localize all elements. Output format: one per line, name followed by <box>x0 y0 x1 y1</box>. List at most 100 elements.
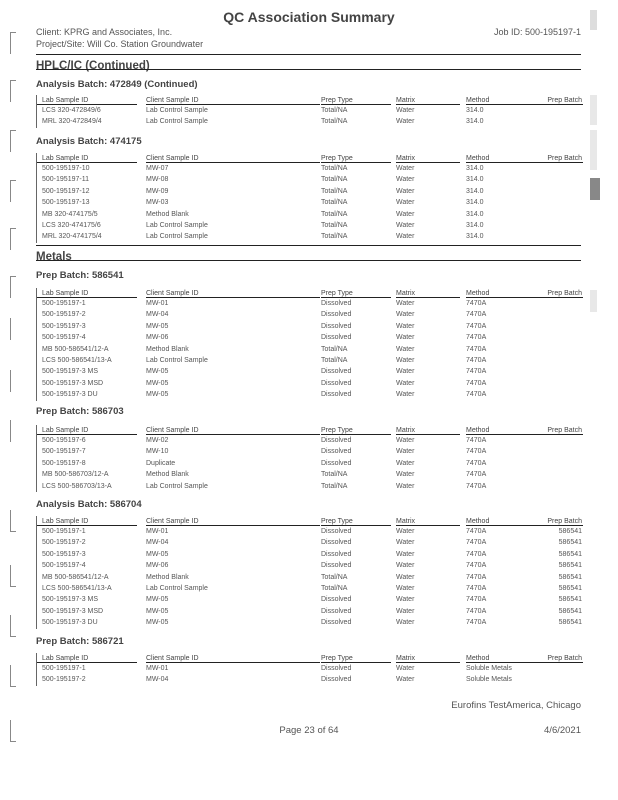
table-cell: LCS 500-586541/13-A <box>42 584 112 592</box>
table-cell: Lab Control Sample <box>146 356 208 364</box>
column-header: Lab Sample ID <box>42 290 89 297</box>
table-row: LCS 320-474175/6 Lab Control Sample Total/… <box>37 220 582 231</box>
column-header: Client Sample ID <box>146 655 199 662</box>
table-cell: MB 500-586541/12-A <box>42 573 109 581</box>
project-site: Project/Site: Will Co. Station Groundwat… <box>36 39 204 49</box>
table-row: MB 500-586703/12-A Method Blank Total/NA Wa… <box>37 469 582 480</box>
table-cell: 314.0 <box>466 165 484 172</box>
column-header: Prep Type <box>321 155 353 162</box>
page-number: Page 23 of 64 <box>279 725 339 736</box>
table-cell: 586541 <box>558 596 582 604</box>
table-header: Lab Sample ID Client Sample ID Prep Type Ma… <box>37 653 583 663</box>
table-cell: Method Blank <box>146 345 189 353</box>
table-row: 500-195197-1 MW-01 Dissolved Water 7470A <box>37 298 582 309</box>
column-header: Prep Batch <box>547 518 582 525</box>
table-cell: 7470A <box>466 573 487 581</box>
table-cell: Total/NA <box>321 221 348 229</box>
table-cell: Lab Control Sample <box>146 584 208 592</box>
table-row: 500-195197-2 MW-04 Dissolved Water 7470A <box>37 309 582 320</box>
column-header: Lab Sample ID <box>42 655 89 662</box>
table-cell: MW-05 <box>146 379 169 387</box>
table-row: 500-195197-13 MW-03 Total/NA Water 314.0 <box>37 197 582 208</box>
table-cell: Lab Control Sample <box>146 107 208 114</box>
divider <box>36 260 581 261</box>
batch-title: Analysis Batch: 472849 (Continued) <box>36 79 198 90</box>
table-cell: Water <box>396 199 415 207</box>
table-cell: 500-195197-3 MSD <box>42 607 104 615</box>
divider <box>36 69 581 70</box>
table-cell: Dissolved <box>321 448 352 456</box>
table-cell: Water <box>396 584 415 592</box>
table-row: MB 500-586541/12-A Method Blank Total/NA Wa… <box>37 572 582 583</box>
table-cell: 500-195197-11 <box>42 176 89 184</box>
table-cell: 500-195197-3 MSD <box>42 379 104 387</box>
table-cell: 500-195197-3 MS <box>42 596 99 604</box>
table-cell: Method Blank <box>146 210 189 218</box>
table-cell: 7470A <box>466 607 487 615</box>
table-header: Lab Sample ID Client Sample ID Prep Type Ma… <box>37 425 583 435</box>
table-row: 500-195197-4 MW-06 Dissolved Water 7470A 5865… <box>37 560 582 571</box>
table-cell: 500-195197-3 <box>42 322 86 330</box>
table-cell: 314.0 <box>466 233 484 241</box>
table-cell: MW-05 <box>146 619 169 627</box>
table-cell: 586541 <box>558 573 582 581</box>
column-header: Method <box>466 655 490 662</box>
table-header: Lab Sample ID Client Sample ID Prep Type Ma… <box>37 95 583 105</box>
table-cell: Dissolved <box>321 607 352 615</box>
column-header: Prep Type <box>321 97 353 104</box>
table-cell: MB 500-586541/12-A <box>42 345 109 353</box>
table-header: Lab Sample ID Client Sample ID Prep Type Ma… <box>37 288 583 298</box>
table-cell: LCS 320-472849/6 <box>42 107 101 114</box>
table-cell: MW-04 <box>146 676 169 684</box>
table-cell: Total/NA <box>321 584 348 592</box>
table-cell: 500-195197-3 DU <box>42 391 98 399</box>
table-cell: 7470A <box>466 437 487 444</box>
table-cell: Water <box>396 676 415 684</box>
table-cell: 7470A <box>466 482 487 490</box>
qc-table: Lab Sample ID Client Sample ID Prep Type Ma… <box>36 153 583 243</box>
table-row: MRL 320-472849/4 Lab Control Sample Total/… <box>37 116 582 127</box>
table-cell: MW-05 <box>146 607 169 615</box>
job-id: Job ID: 500-195197-1 <box>493 27 581 37</box>
column-header: Method <box>466 427 490 434</box>
table-header: Lab Sample ID Client Sample ID Prep Type Ma… <box>37 516 583 526</box>
table-cell: Water <box>396 322 415 330</box>
table-cell: 500-195197-3 <box>42 550 86 558</box>
table-cell: Water <box>396 300 415 307</box>
table-cell: Water <box>396 165 415 172</box>
table-cell: 586541 <box>558 619 582 627</box>
table-cell: Method Blank <box>146 573 189 581</box>
table-cell: Water <box>396 391 415 399</box>
table-cell: 500-195197-4 <box>42 562 86 570</box>
table-cell: 7470A <box>466 550 487 558</box>
table-cell: 500-195197-13 <box>42 199 90 207</box>
footer-company: Eurofins TestAmerica, Chicago <box>451 700 581 711</box>
table-cell: 314.0 <box>466 187 484 195</box>
table-cell: 314.0 <box>466 107 484 114</box>
table-row: 500-195197-3 DU MW-05 Dissolved Water 7470A <box>37 389 582 400</box>
table-cell: Water <box>396 448 415 456</box>
qc-table: Lab Sample ID Client Sample ID Prep Type Ma… <box>36 653 583 686</box>
batch-title: Analysis Batch: 586704 <box>36 499 142 510</box>
table-cell: Water <box>396 459 415 467</box>
table-cell: 7470A <box>466 596 487 604</box>
table-cell: Water <box>396 482 415 490</box>
table-cell: Dissolved <box>321 596 352 604</box>
table-row: 500-195197-10 MW-07 Total/NA Water 314.0 <box>37 163 582 174</box>
qc-table: Lab Sample ID Client Sample ID Prep Type Ma… <box>36 516 583 629</box>
column-header: Client Sample ID <box>146 290 199 297</box>
table-cell: Total/NA <box>321 165 348 172</box>
table-cell: 7470A <box>466 584 487 592</box>
table-cell: Water <box>396 619 415 627</box>
table-cell: Water <box>396 471 415 479</box>
table-cell: 500-195197-1 <box>42 665 86 672</box>
table-row: 500-195197-3 MS MW-05 Dissolved Water 7470A <box>37 366 582 377</box>
column-header: Client Sample ID <box>146 97 199 104</box>
column-header: Matrix <box>396 518 416 525</box>
table-row: 500-195197-3 MS MW-05 Dissolved Water 7470A 5… <box>37 594 582 605</box>
column-header: Prep Batch <box>547 155 582 162</box>
table-row: 500-195197-2 MW-04 Dissolved Water Soluble M… <box>37 674 582 685</box>
table-cell: 7470A <box>466 448 487 456</box>
column-header: Matrix <box>396 427 416 434</box>
table-cell: Dissolved <box>321 311 352 319</box>
